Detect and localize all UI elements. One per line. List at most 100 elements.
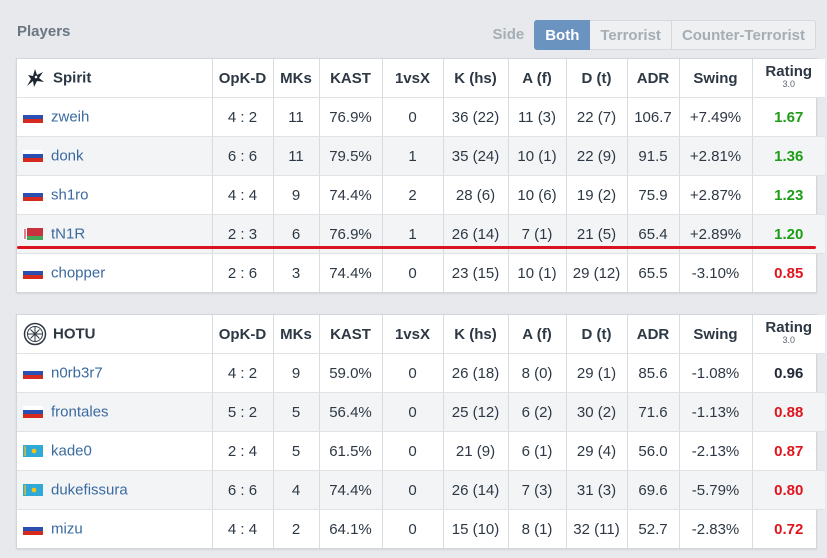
- stat-cell: 59.0%: [319, 353, 383, 393]
- player-name-link[interactable]: n0rb3r7: [51, 364, 103, 382]
- stat-cell: 56.0: [627, 431, 680, 471]
- stat-cell: 61.5%: [319, 431, 383, 471]
- stat-cell: 79.5%: [319, 136, 383, 176]
- rating-cell: 1.36: [752, 136, 825, 176]
- stat-cell: +7.49%: [679, 97, 753, 137]
- column-header-1vsx: 1vsX: [382, 59, 444, 98]
- stat-cell: -2.83%: [679, 509, 753, 548]
- player-cell: kade0: [17, 431, 213, 471]
- rating-version-label: 3.0: [782, 335, 795, 345]
- stat-cell: 9: [273, 353, 320, 393]
- column-header-mks: MKs: [273, 59, 320, 98]
- stat-cell: 2 : 4: [212, 431, 274, 471]
- player-cell: n0rb3r7: [17, 353, 213, 393]
- stat-cell: 75.9: [627, 175, 680, 215]
- team-name[interactable]: Spirit: [53, 69, 92, 87]
- rating-cell: 0.88: [752, 392, 825, 432]
- highlight-underline: [17, 246, 816, 249]
- side-both-button[interactable]: Both: [534, 20, 591, 50]
- stat-cell: 5: [273, 392, 320, 432]
- stat-cell: 31 (3): [566, 470, 628, 510]
- table-row: n0rb3r7 4 : 2 9 59.0% 0 26 (18) 8 (0) 29 (1) 85.…: [17, 353, 825, 393]
- stat-cell: 19 (2): [566, 175, 628, 215]
- stat-cell: 4 : 4: [212, 509, 274, 548]
- team-stats-table-spirit: Spirit OpK-D MKs KAST 1vsX K (hs) A (f) D (t) AD…: [16, 58, 825, 293]
- stat-cell: 25 (12): [443, 392, 509, 432]
- stat-cell: -3.10%: [679, 253, 753, 292]
- players-header: Players Side Both Terrorist Counter-Terr…: [0, 0, 827, 56]
- stat-cell: 6 (2): [508, 392, 567, 432]
- player-name-link[interactable]: mizu: [51, 520, 83, 538]
- rating-cell: 0.80: [752, 470, 825, 510]
- stat-cell: 0: [382, 97, 444, 137]
- stat-cell: 91.5: [627, 136, 680, 176]
- player-name-link[interactable]: chopper: [51, 264, 106, 282]
- player-name-link[interactable]: kade0: [51, 442, 92, 460]
- team-stats-table-hotu: HOTU OpK-D MKs KAST 1vsX K (hs) A (f) D (t) ADR S…: [16, 314, 825, 549]
- stat-cell: 64.1%: [319, 509, 383, 548]
- rating-header-label: Rating: [765, 319, 813, 336]
- column-header-1vsx: 1vsX: [382, 315, 444, 354]
- stat-cell: 30 (2): [566, 392, 628, 432]
- player-name-link[interactable]: donk: [51, 147, 84, 165]
- russia-flag-icon: [23, 405, 45, 419]
- table-row: sh1ro 4 : 4 9 74.4% 2 28 (6) 10 (6) 19 (2) 75.9 +…: [17, 175, 825, 215]
- kazakhstan-flag-icon: [23, 483, 45, 497]
- column-header-a-f: A (f): [508, 59, 567, 98]
- stat-cell: 2: [273, 509, 320, 548]
- stat-cell: 2 : 6: [212, 253, 274, 292]
- stat-cell: 8 (0): [508, 353, 567, 393]
- side-terrorist-button[interactable]: Terrorist: [590, 20, 672, 50]
- stat-cell: 1: [382, 136, 444, 176]
- page-title: Players: [17, 23, 71, 40]
- stat-cell: 69.6: [627, 470, 680, 510]
- player-cell: dukefissura: [17, 470, 213, 510]
- stat-cell: 29 (4): [566, 431, 628, 471]
- player-name-link[interactable]: frontales: [51, 403, 109, 421]
- stat-cell: -1.08%: [679, 353, 753, 393]
- team-name[interactable]: HOTU: [53, 325, 96, 343]
- stat-cell: 0: [382, 253, 444, 292]
- stat-cell: 11: [273, 97, 320, 137]
- stat-cell: 6 (1): [508, 431, 567, 471]
- stat-cell: 22 (9): [566, 136, 628, 176]
- column-header-adr: ADR: [627, 315, 680, 354]
- player-name-link[interactable]: dukefissura: [51, 481, 128, 499]
- stat-cell: 36 (22): [443, 97, 509, 137]
- column-header-swing: Swing: [679, 59, 753, 98]
- stat-cell: 65.5: [627, 253, 680, 292]
- stat-cell: 3: [273, 253, 320, 292]
- stat-cell: 4 : 2: [212, 97, 274, 137]
- stat-cell: +2.81%: [679, 136, 753, 176]
- stat-cell: 76.9%: [319, 97, 383, 137]
- player-name-link[interactable]: zweih: [51, 108, 90, 126]
- stat-cell: 74.4%: [319, 175, 383, 215]
- column-header-rating: Rating 3.0: [752, 315, 825, 354]
- stat-cell: -1.13%: [679, 392, 753, 432]
- stat-cell: 10 (1): [508, 136, 567, 176]
- stat-cell: 26 (14): [443, 470, 509, 510]
- stat-cell: 29 (1): [566, 353, 628, 393]
- russia-flag-icon: [23, 110, 45, 124]
- stat-cell: 0: [382, 353, 444, 393]
- stat-cell: 35 (24): [443, 136, 509, 176]
- stat-cell: 4 : 2: [212, 353, 274, 393]
- column-header-mks: MKs: [273, 315, 320, 354]
- stat-cell: 2: [382, 175, 444, 215]
- table-row: zweih 4 : 2 11 76.9% 0 36 (22) 11 (3) 22 (7) 106…: [17, 97, 825, 137]
- stat-cell: 0: [382, 470, 444, 510]
- rating-cell: 0.87: [752, 431, 825, 471]
- stat-cell: 5 : 2: [212, 392, 274, 432]
- player-name-link[interactable]: tN1R: [51, 225, 86, 243]
- column-header-d-t: D (t): [566, 59, 628, 98]
- stat-cell: 26 (18): [443, 353, 509, 393]
- stat-cell: 22 (7): [566, 97, 628, 137]
- stat-cell: -2.13%: [679, 431, 753, 471]
- player-name-link[interactable]: sh1ro: [51, 186, 89, 204]
- column-header-k-hs: K (hs): [443, 315, 509, 354]
- rating-cell: 1.23: [752, 175, 825, 215]
- russia-flag-icon: [23, 366, 45, 380]
- side-counter-terrorist-button[interactable]: Counter-Terrorist: [671, 20, 816, 50]
- stat-cell: 28 (6): [443, 175, 509, 215]
- player-cell: zweih: [17, 97, 213, 137]
